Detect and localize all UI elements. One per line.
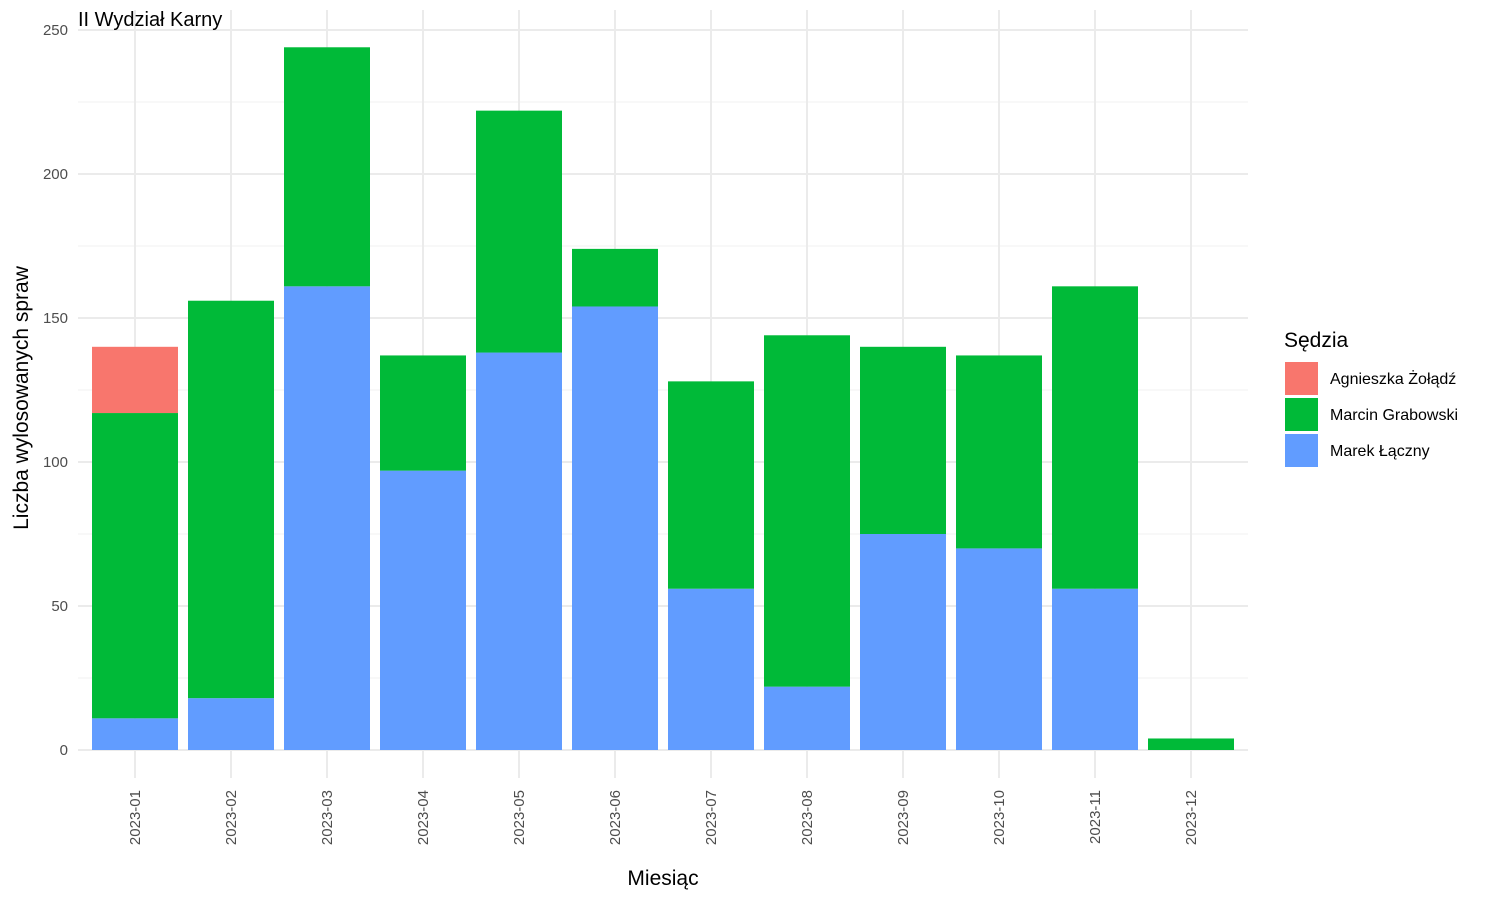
x-tick-label: 2023-05 bbox=[511, 790, 528, 845]
x-tick-label: 2023-08 bbox=[799, 790, 816, 845]
y-tick-label: 200 bbox=[43, 166, 68, 183]
bars-layer bbox=[92, 47, 1234, 750]
bar-segment bbox=[284, 286, 370, 750]
bar-segment bbox=[92, 718, 178, 750]
bar-segment bbox=[188, 300, 274, 699]
legend-swatch bbox=[1285, 398, 1318, 431]
legend-items: Agnieszka Żołądź Marcin Grabowski Marek Łą… bbox=[1285, 362, 1458, 467]
y-axis-title: Liczba wylosowanych spraw bbox=[10, 265, 33, 530]
bar-segment bbox=[860, 534, 946, 750]
y-tick-label: 250 bbox=[43, 22, 68, 39]
bar-segment bbox=[956, 355, 1042, 549]
bar-segment bbox=[860, 346, 946, 534]
legend-label: Agnieszka Żołądź bbox=[1330, 369, 1456, 388]
bar-segment bbox=[668, 381, 754, 589]
y-axis-ticks: 0 50 100 150 200 250 bbox=[43, 22, 68, 759]
legend-label: Marcin Grabowski bbox=[1330, 407, 1458, 424]
x-tick-label: 2023-10 bbox=[991, 790, 1008, 845]
bar-segment bbox=[572, 248, 658, 307]
bar-segment bbox=[92, 413, 178, 719]
x-axis-ticks: 2023-01 2023-02 2023-03 2023-04 2023-05 2023-… bbox=[127, 790, 1200, 845]
y-tick-label: 50 bbox=[51, 598, 68, 615]
legend: Sędzia Agnieszka Żołądź Marcin Grabowski M… bbox=[1284, 329, 1458, 467]
y-tick-label: 150 bbox=[43, 310, 68, 327]
bar-segment bbox=[764, 686, 850, 750]
bar-segment bbox=[1052, 286, 1138, 589]
bar-segment bbox=[476, 352, 562, 750]
bar-segment bbox=[284, 47, 370, 287]
bar-segment bbox=[476, 110, 562, 353]
x-tick-label: 2023-12 bbox=[1183, 790, 1200, 845]
x-tick-label: 2023-01 bbox=[127, 790, 144, 845]
legend-title: Sędzia bbox=[1284, 329, 1349, 352]
bar-segment bbox=[380, 470, 466, 750]
bar-segment bbox=[668, 588, 754, 750]
bar-segment bbox=[188, 698, 274, 750]
x-tick-label: 2023-02 bbox=[223, 790, 240, 845]
legend-swatch bbox=[1285, 362, 1318, 395]
legend-swatch bbox=[1285, 434, 1318, 467]
bar-segment bbox=[956, 548, 1042, 750]
x-tick-label: 2023-11 bbox=[1087, 790, 1104, 844]
bar-segment bbox=[764, 335, 850, 687]
x-tick-label: 2023-03 bbox=[319, 790, 336, 845]
bar-segment bbox=[572, 306, 658, 750]
y-tick-label: 0 bbox=[60, 742, 68, 759]
x-axis-title: Miesiąc bbox=[627, 867, 698, 890]
bar-segment bbox=[380, 355, 466, 471]
y-tick-label: 100 bbox=[43, 454, 68, 471]
bar-segment bbox=[1052, 588, 1138, 750]
legend-label: Marek Łączny bbox=[1330, 443, 1430, 460]
bar-segment bbox=[92, 346, 178, 414]
x-tick-label: 2023-07 bbox=[703, 790, 720, 845]
bar-segment bbox=[1148, 738, 1234, 750]
x-tick-label: 2023-09 bbox=[895, 790, 912, 845]
x-tick-label: 2023-04 bbox=[415, 790, 432, 845]
chart-title: II Wydział Karny bbox=[78, 9, 222, 31]
x-tick-label: 2023-06 bbox=[607, 790, 624, 845]
